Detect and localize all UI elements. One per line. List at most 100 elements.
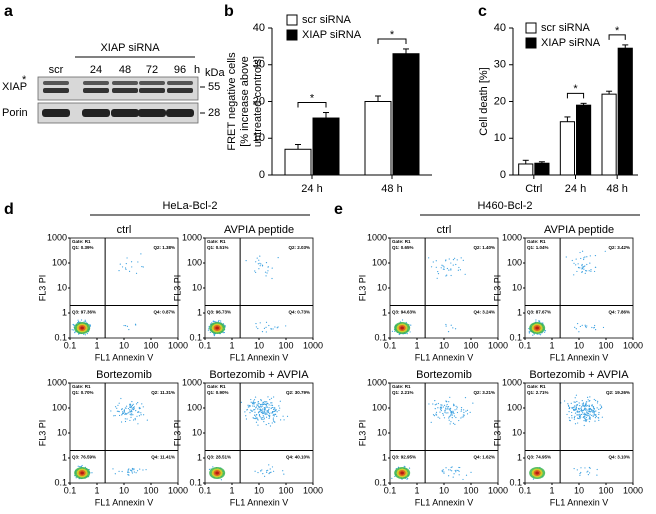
x-tick-label: 10 xyxy=(254,485,264,495)
event-dot xyxy=(529,331,531,333)
event-dot xyxy=(452,259,455,261)
x-tick-label: 1000 xyxy=(488,340,508,350)
x-tick-label: 10 xyxy=(119,485,129,495)
event-dot xyxy=(459,466,461,469)
quadrant-label: Q4: 0.73% xyxy=(288,310,310,315)
event-dot xyxy=(260,263,262,265)
event-dot xyxy=(592,414,594,416)
event-dot xyxy=(139,407,141,409)
event-dot xyxy=(118,414,121,417)
event-dot xyxy=(262,402,264,404)
event-dot xyxy=(133,406,135,408)
event-dot xyxy=(270,404,272,406)
quadrant-label: Q4: 3.10% xyxy=(608,455,630,460)
y-tick-label: 100 xyxy=(507,402,522,412)
event-dot xyxy=(574,397,576,399)
event-dot xyxy=(118,402,120,404)
significance-bracket xyxy=(566,92,585,99)
event-dot xyxy=(138,411,140,413)
event-dot xyxy=(458,266,460,269)
event-dot xyxy=(138,415,141,417)
event-dot xyxy=(586,325,588,327)
event-dot xyxy=(120,397,122,400)
event-dot xyxy=(124,325,127,327)
event-dot xyxy=(410,324,412,326)
event-dot xyxy=(135,410,137,412)
event-dot xyxy=(578,266,580,269)
gate-label: Gate: R1 xyxy=(72,384,91,389)
event-dot xyxy=(272,417,275,419)
event-dot xyxy=(141,403,143,405)
event-dot xyxy=(251,402,253,404)
event-dot xyxy=(583,424,585,427)
kda-value: 28 xyxy=(208,107,220,119)
event-dot xyxy=(250,410,253,412)
event-dot xyxy=(572,408,575,411)
event-dot xyxy=(437,270,439,273)
cell-line-header: H460-Bcl-2 xyxy=(477,200,532,212)
event-dot xyxy=(114,414,116,417)
event-dot xyxy=(84,334,86,336)
event-dot xyxy=(136,470,139,472)
event-dot xyxy=(458,419,460,422)
y-axis-label: untreated controls] xyxy=(252,56,264,147)
event-dot xyxy=(472,402,474,404)
event-dot xyxy=(584,324,586,326)
event-dot xyxy=(120,421,123,423)
plot-frame xyxy=(204,237,314,339)
event-dot xyxy=(125,405,128,407)
event-dot xyxy=(465,474,468,476)
event-dot xyxy=(406,333,408,335)
event-dot xyxy=(114,473,116,475)
event-dot xyxy=(581,413,583,416)
event-dot xyxy=(129,469,132,471)
event-dot xyxy=(258,259,260,261)
event-dot xyxy=(435,266,437,268)
event-dot xyxy=(533,333,535,335)
event-dot xyxy=(131,400,133,403)
event-dot xyxy=(437,273,440,275)
quadrant-label: Q4: 0.87% xyxy=(153,310,175,315)
event-dot xyxy=(270,407,272,409)
y-tick-label: 10 xyxy=(512,427,522,437)
event-dot xyxy=(435,403,438,405)
event-dot xyxy=(213,320,215,322)
event-dot xyxy=(583,268,585,270)
y-tick-label: 1 xyxy=(382,452,387,462)
event-dot xyxy=(585,405,588,407)
event-dot xyxy=(581,403,583,405)
event-dot xyxy=(131,404,133,407)
event-dot xyxy=(579,474,581,477)
legend-label: XIAP siRNA xyxy=(302,29,362,41)
event-dot xyxy=(445,407,447,409)
event-dot xyxy=(445,323,447,326)
blot-band xyxy=(83,88,109,93)
event-dot xyxy=(261,412,263,414)
x-tick-label: 1 xyxy=(549,340,554,350)
event-dot xyxy=(586,412,588,414)
event-dot xyxy=(255,271,257,274)
event-dot xyxy=(86,332,88,335)
event-dot xyxy=(462,259,464,261)
event-dot xyxy=(586,413,588,415)
event-dot xyxy=(587,409,589,411)
event-dot xyxy=(127,407,130,410)
x-axis-label: FL1 Annexin V xyxy=(95,497,154,507)
event-dot xyxy=(586,410,588,412)
event-dot xyxy=(447,412,449,414)
x-tick-label: 100 xyxy=(598,485,613,495)
event-dot xyxy=(584,272,586,274)
plot-frame xyxy=(389,382,499,484)
event-dot xyxy=(576,270,578,273)
event-dot xyxy=(450,414,452,416)
event-dot xyxy=(449,423,451,425)
blot-band xyxy=(111,109,139,117)
quadrant-label: Q3: 28.51% xyxy=(207,455,231,460)
event-dot xyxy=(259,403,262,406)
event-dot xyxy=(594,411,596,413)
blot-band xyxy=(167,88,193,93)
event-dot xyxy=(255,417,257,420)
event-dot xyxy=(588,415,590,417)
event-dot xyxy=(73,325,75,327)
density-core xyxy=(80,326,84,330)
